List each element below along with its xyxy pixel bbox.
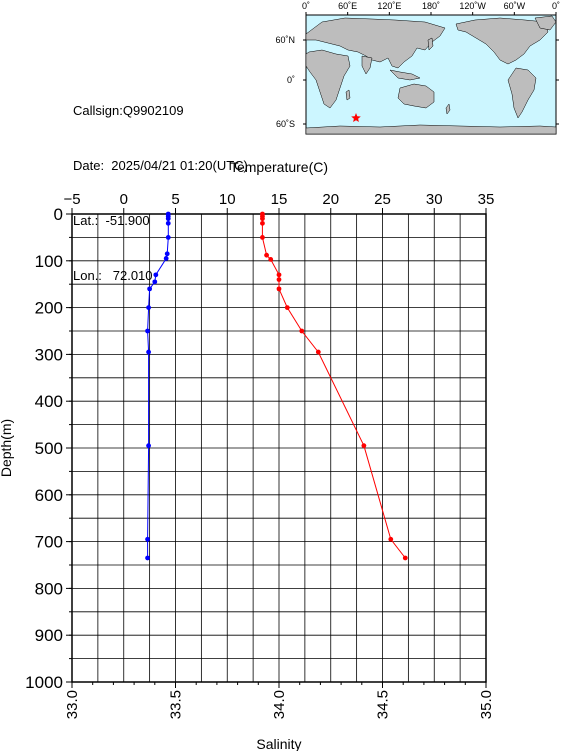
depth-tick-label: 0: [54, 205, 63, 224]
depth-tick-label: 1000: [25, 673, 63, 692]
temperature-profile-line: [147, 214, 169, 558]
depth-tick-label: 500: [35, 439, 63, 458]
salinity-tick-label: 34.0: [271, 690, 288, 719]
temperature-tick-label: 30: [426, 191, 443, 208]
y-axis-title: Depth(m): [0, 419, 14, 477]
callsign-text: Callsign:Q9902109: [73, 103, 184, 118]
temperature-tick-label: 10: [219, 191, 236, 208]
salinity-data-point: [264, 252, 269, 258]
latitude-text: Lat.: -51.900: [73, 213, 150, 228]
temperature-data-point: [146, 305, 151, 310]
salinity-data-point: [299, 328, 305, 334]
temperature-tick-label: 20: [322, 191, 339, 208]
temperature-data-point: [153, 272, 159, 278]
salinity-data-point: [276, 286, 282, 292]
temperature-data-point: [165, 220, 171, 226]
temperature-tick-label: 35: [478, 191, 495, 208]
depth-tick-label: 400: [35, 392, 63, 411]
temperature-data-point: [147, 286, 153, 292]
depth-tick-label: 300: [35, 345, 63, 364]
temperature-data-point: [145, 555, 150, 561]
salinity-data-point: [315, 349, 321, 355]
temperature-tick-label: 5: [171, 191, 179, 208]
salinity-data-point: [276, 272, 282, 278]
salinity-data-point: [388, 536, 394, 542]
salinity-data-point: [268, 256, 274, 262]
depth-tick-label: 200: [35, 299, 63, 318]
temperature-data-point: [164, 251, 170, 257]
temperature-data-point: [165, 235, 171, 240]
salinity-data-point: [276, 277, 282, 282]
top-axis-title: Temperature(C): [230, 159, 328, 175]
temperature-data-point: [146, 349, 151, 355]
salinity-data-point: [260, 216, 265, 222]
salinity-tick-label: 33.5: [168, 690, 185, 719]
depth-tick-label: 100: [35, 252, 63, 271]
salinity-data-point: [402, 555, 408, 561]
salinity-tick-label: 35.0: [478, 690, 495, 719]
temperature-data-point: [165, 216, 171, 222]
temperature-data-point: [152, 279, 158, 285]
depth-tick-label: 600: [35, 486, 63, 505]
temperature-data-point: [145, 536, 150, 542]
float-info: Callsign:Q9902109 Date: 2025/04/21 01:20…: [73, 71, 248, 300]
temperature-data-point: [146, 443, 151, 449]
salinity-data-point: [284, 305, 290, 310]
depth-tick-label: 800: [35, 579, 63, 598]
temperature-data-point: [145, 328, 150, 334]
salinity-profile-line: [261, 214, 406, 559]
depth-tick-label: 900: [35, 626, 63, 645]
temperature-tick-label: 0: [120, 191, 128, 208]
date-text: Date: 2025/04/21 01:20(UTC): [73, 158, 248, 173]
salinity-data-point: [260, 235, 265, 240]
temperature-data-point: [163, 256, 169, 261]
salinity-tick-label: 34.5: [375, 690, 392, 719]
temperature-tick-label: 25: [374, 191, 391, 208]
salinity-data-point: [260, 220, 265, 226]
temperature-tick-label: 15: [271, 191, 288, 208]
longitude-text: Lon.: 72.010: [73, 268, 153, 283]
temperature-tick-label: −5: [63, 191, 80, 208]
depth-tick-label: 700: [35, 533, 63, 552]
bottom-axis-title: Salinity: [256, 736, 301, 751]
salinity-data-point: [361, 443, 367, 449]
salinity-tick-label: 33.0: [64, 690, 81, 719]
